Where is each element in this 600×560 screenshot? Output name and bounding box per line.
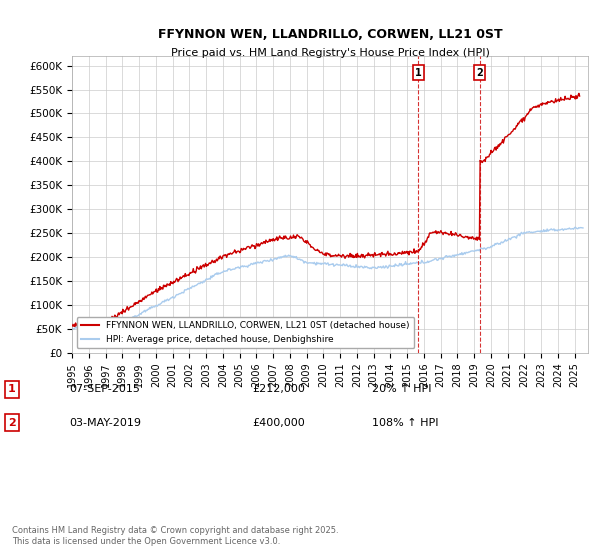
Text: 1: 1 [8, 384, 16, 394]
Legend: FFYNNON WEN, LLANDRILLO, CORWEN, LL21 0ST (detached house), HPI: Average price, : FFYNNON WEN, LLANDRILLO, CORWEN, LL21 0S… [77, 317, 415, 348]
Text: FFYNNON WEN, LLANDRILLO, CORWEN, LL21 0ST: FFYNNON WEN, LLANDRILLO, CORWEN, LL21 0S… [158, 28, 502, 41]
Text: 2: 2 [476, 68, 483, 78]
Text: 03-MAY-2019: 03-MAY-2019 [69, 418, 141, 428]
Text: 108% ↑ HPI: 108% ↑ HPI [372, 418, 439, 428]
Text: Price paid vs. HM Land Registry's House Price Index (HPI): Price paid vs. HM Land Registry's House … [170, 48, 490, 58]
Text: £212,000: £212,000 [252, 384, 305, 394]
Text: 2: 2 [8, 418, 16, 428]
Text: 1: 1 [415, 68, 422, 78]
Text: £400,000: £400,000 [252, 418, 305, 428]
Text: 07-SEP-2015: 07-SEP-2015 [69, 384, 140, 394]
Text: Contains HM Land Registry data © Crown copyright and database right 2025.
This d: Contains HM Land Registry data © Crown c… [12, 526, 338, 546]
Text: 20% ↑ HPI: 20% ↑ HPI [372, 384, 431, 394]
